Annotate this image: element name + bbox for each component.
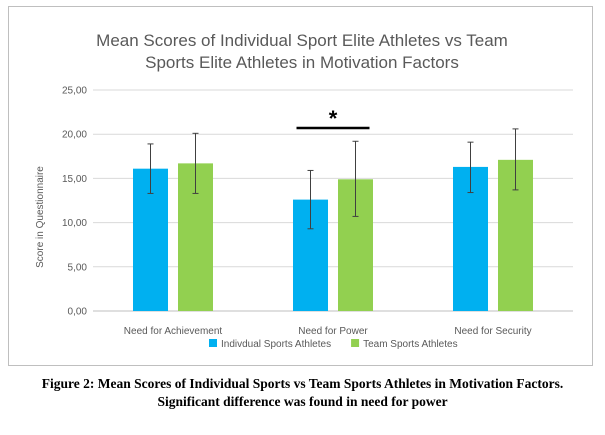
y-axis-label: Score in Questionnaire bbox=[35, 166, 46, 268]
figure-caption-line-1: Figure 2: Mean Scores of Individual Spor… bbox=[41, 376, 564, 391]
y-tick-label: 25,00 bbox=[62, 86, 87, 97]
bar-chart: Mean Scores of Individual Sport Elite At… bbox=[35, 31, 573, 350]
y-tick-label: 20,00 bbox=[62, 130, 87, 141]
significance-marker: * bbox=[329, 106, 338, 131]
y-tick-label: 10,00 bbox=[62, 218, 87, 229]
chart-title-line-1: Mean Scores of Individual Sport Elite At… bbox=[96, 31, 508, 50]
chart-frame: Mean Scores of Individual Sport Elite At… bbox=[8, 6, 593, 366]
y-tick-label: 15,00 bbox=[62, 174, 87, 185]
y-tick-label: 0,00 bbox=[68, 307, 88, 318]
chart-title-line-2: Sports Elite Athletes in Motivation Fact… bbox=[145, 53, 459, 72]
legend-swatch bbox=[209, 339, 217, 347]
figure-caption-line-2: Significant difference was found in need… bbox=[157, 394, 448, 409]
x-tick-label: Need for Security bbox=[454, 326, 531, 337]
x-tick-label: Need for Achievement bbox=[124, 326, 223, 337]
x-tick-label: Need for Power bbox=[298, 326, 368, 337]
legend-label: Indivdual Sports Athletes bbox=[221, 339, 331, 350]
legend-swatch bbox=[351, 339, 360, 347]
y-tick-label: 5,00 bbox=[68, 262, 88, 273]
legend-label: Team Sports Athletes bbox=[363, 339, 458, 350]
